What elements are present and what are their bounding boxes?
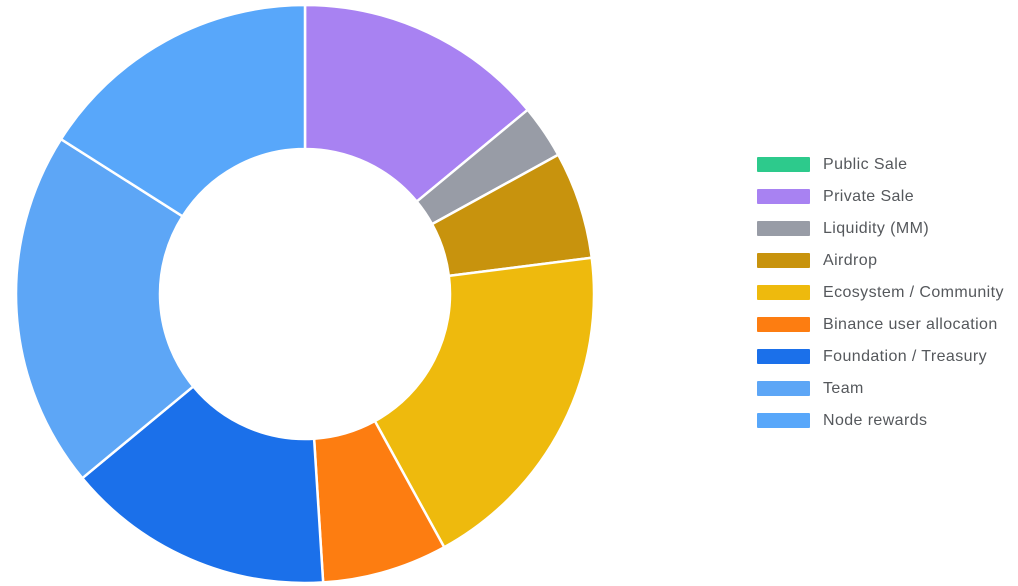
legend-label: Foundation / Treasury (823, 347, 988, 365)
legend-label: Ecosystem / Community (823, 283, 1004, 301)
legend-swatch-public-sale (757, 157, 810, 172)
legend-swatch-airdrop (757, 253, 810, 268)
legend-swatch-binance-user-allocation (757, 317, 810, 332)
legend-item-binance-user-allocation[interactable]: Binance user allocation (757, 315, 1004, 333)
pie-slice-private-sale[interactable] (303, 3, 529, 203)
legend-item-airdrop[interactable]: Airdrop (757, 251, 1004, 269)
legend-item-public-sale[interactable]: Public Sale (757, 155, 1004, 173)
legend-label: Binance user allocation (823, 315, 998, 333)
legend-label: Node rewards (823, 411, 928, 429)
pie-slice-node-rewards[interactable] (59, 3, 307, 218)
legend-swatch-private-sale (757, 189, 810, 204)
legend-swatch-foundation-treasury (757, 349, 810, 364)
chart-legend: Public Sale Private Sale Liquidity (MM) Air… (757, 155, 1004, 445)
legend-item-liquidity-mm[interactable]: Liquidity (MM) (757, 219, 1004, 237)
pie-slice-foundation-treasury[interactable] (81, 385, 325, 585)
legend-label: Private Sale (823, 187, 915, 205)
legend-swatch-ecosystem-community (757, 285, 810, 300)
legend-item-ecosystem-community[interactable]: Ecosystem / Community (757, 283, 1004, 301)
legend-label: Liquidity (MM) (823, 219, 930, 237)
pie-slice-ecosystem-community[interactable] (373, 256, 596, 549)
pie-slice-team[interactable] (14, 137, 195, 480)
legend-item-node-rewards[interactable]: Node rewards (757, 411, 1004, 429)
legend-label: Team (823, 379, 864, 397)
legend-item-foundation-treasury[interactable]: Foundation / Treasury (757, 347, 1004, 365)
legend-swatch-node-rewards (757, 413, 810, 428)
legend-label: Public Sale (823, 155, 908, 173)
legend-swatch-team (757, 381, 810, 396)
legend-swatch-liquidity-mm (757, 221, 810, 236)
legend-item-team[interactable]: Team (757, 379, 1004, 397)
legend-item-private-sale[interactable]: Private Sale (757, 187, 1004, 205)
legend-label: Airdrop (823, 251, 878, 269)
